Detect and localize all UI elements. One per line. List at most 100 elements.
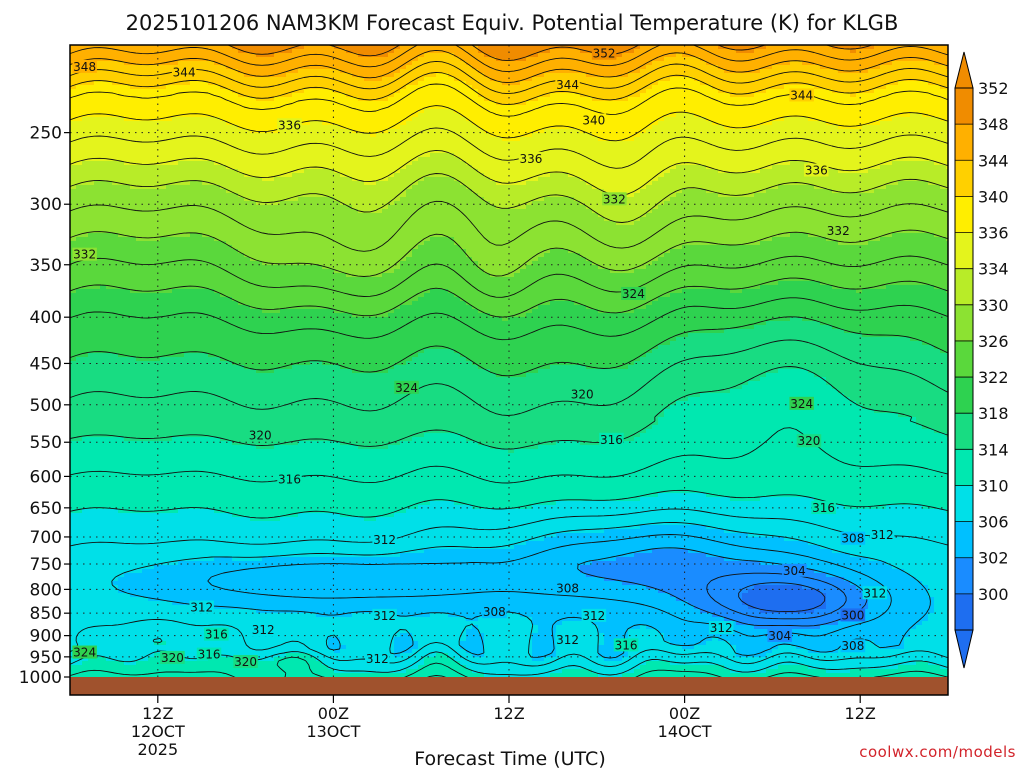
- field-cell: [70, 165, 227, 170]
- contour-line-330: [70, 229, 948, 277]
- field-cell: [592, 561, 761, 566]
- field-cell: [454, 293, 671, 298]
- field-cell: [484, 269, 521, 274]
- field-cell: [70, 441, 233, 446]
- field-cell: [664, 637, 713, 642]
- field-cell: [70, 365, 245, 370]
- field-cell: [844, 393, 948, 398]
- field-cell: [928, 593, 948, 598]
- field-cell: [70, 53, 257, 58]
- field-cell: [232, 245, 419, 250]
- field-cell: [754, 325, 833, 330]
- contour-label-bg: [581, 608, 607, 622]
- field-cell: [76, 357, 137, 362]
- field-cell: [892, 61, 935, 66]
- field-cell: [406, 669, 473, 674]
- field-cell: [538, 53, 599, 58]
- field-cell: [526, 373, 767, 378]
- field-cell: [214, 161, 413, 166]
- field-cell: [400, 45, 479, 50]
- field-cell: [730, 497, 761, 502]
- field-cell: [532, 201, 581, 206]
- field-cell: [622, 53, 677, 58]
- field-cell: [658, 297, 948, 302]
- colorbar-label: 310: [978, 476, 1009, 495]
- field-cell: [70, 265, 323, 270]
- field-cell: [190, 233, 203, 238]
- field-cell: [622, 581, 851, 586]
- field-cell: [190, 181, 203, 186]
- field-cell: [838, 621, 923, 626]
- field-cell: [484, 653, 533, 658]
- field-cell: [634, 221, 948, 226]
- field-cell: [424, 77, 455, 82]
- field-cell: [70, 421, 659, 426]
- field-cell: [856, 93, 948, 98]
- field-cell: [856, 49, 948, 54]
- field-cell: [400, 69, 479, 74]
- contour-line-326: [70, 277, 948, 318]
- field-cell: [748, 605, 827, 610]
- field-cell: [298, 125, 341, 130]
- field-cell: [724, 665, 779, 670]
- field-cell: [70, 409, 665, 414]
- field-cell: [76, 237, 137, 242]
- field-cell: [712, 121, 773, 126]
- colorbar-swatch: [955, 124, 973, 161]
- field-cell: [760, 561, 887, 566]
- field-cell: [658, 121, 713, 126]
- field-cell: [298, 197, 335, 202]
- field-cell: [70, 393, 701, 398]
- field-cell: [658, 493, 707, 498]
- x-tick-date: 12OCT: [131, 722, 185, 741]
- contour-line-338: [70, 127, 948, 169]
- field-cell: [472, 257, 539, 262]
- field-cell: [736, 621, 839, 626]
- field-cell: [394, 173, 485, 178]
- field-cell: [286, 73, 353, 78]
- field-cell: [160, 237, 215, 242]
- field-cell: [862, 333, 948, 338]
- field-cell: [70, 345, 659, 350]
- x-tick-label: 00Z: [318, 704, 349, 723]
- field-cell: [454, 153, 948, 158]
- field-cell: [412, 161, 467, 166]
- field-cell: [502, 81, 521, 86]
- field-cell: [556, 653, 599, 658]
- field-cell: [232, 513, 299, 518]
- field-cell: [70, 633, 401, 638]
- field-cell: [676, 113, 695, 118]
- field-cell: [70, 153, 431, 158]
- field-cell: [70, 645, 329, 650]
- field-cell: [688, 333, 863, 338]
- field-cell: [460, 433, 641, 438]
- field-cell: [472, 653, 485, 658]
- field-cell: [640, 69, 725, 74]
- field-cell: [232, 361, 311, 366]
- field-cell: [676, 193, 719, 198]
- contour-line-302: [738, 582, 826, 613]
- field-cell: [490, 201, 533, 206]
- field-cell: [550, 93, 581, 98]
- field-cell: [340, 513, 395, 518]
- field-cell: [70, 621, 533, 626]
- field-cell: [310, 361, 323, 366]
- contour-label: 308: [483, 605, 506, 619]
- field-cell: [70, 501, 431, 506]
- field-cell: [70, 605, 203, 610]
- field-cell: [730, 289, 743, 294]
- ground-band: [70, 677, 948, 695]
- field-cell: [652, 181, 899, 186]
- contour-label-bg: [196, 647, 222, 661]
- field-cell: [868, 605, 935, 610]
- field-cell: [304, 169, 335, 174]
- field-cell: [448, 289, 683, 294]
- field-cell: [250, 517, 281, 522]
- contour-label: 344: [173, 65, 196, 79]
- field-cell: [388, 177, 425, 182]
- field-cell: [646, 661, 671, 666]
- field-cell: [70, 85, 77, 90]
- field-cell: [874, 641, 905, 646]
- field-cell: [706, 525, 948, 530]
- field-cell: [676, 165, 707, 170]
